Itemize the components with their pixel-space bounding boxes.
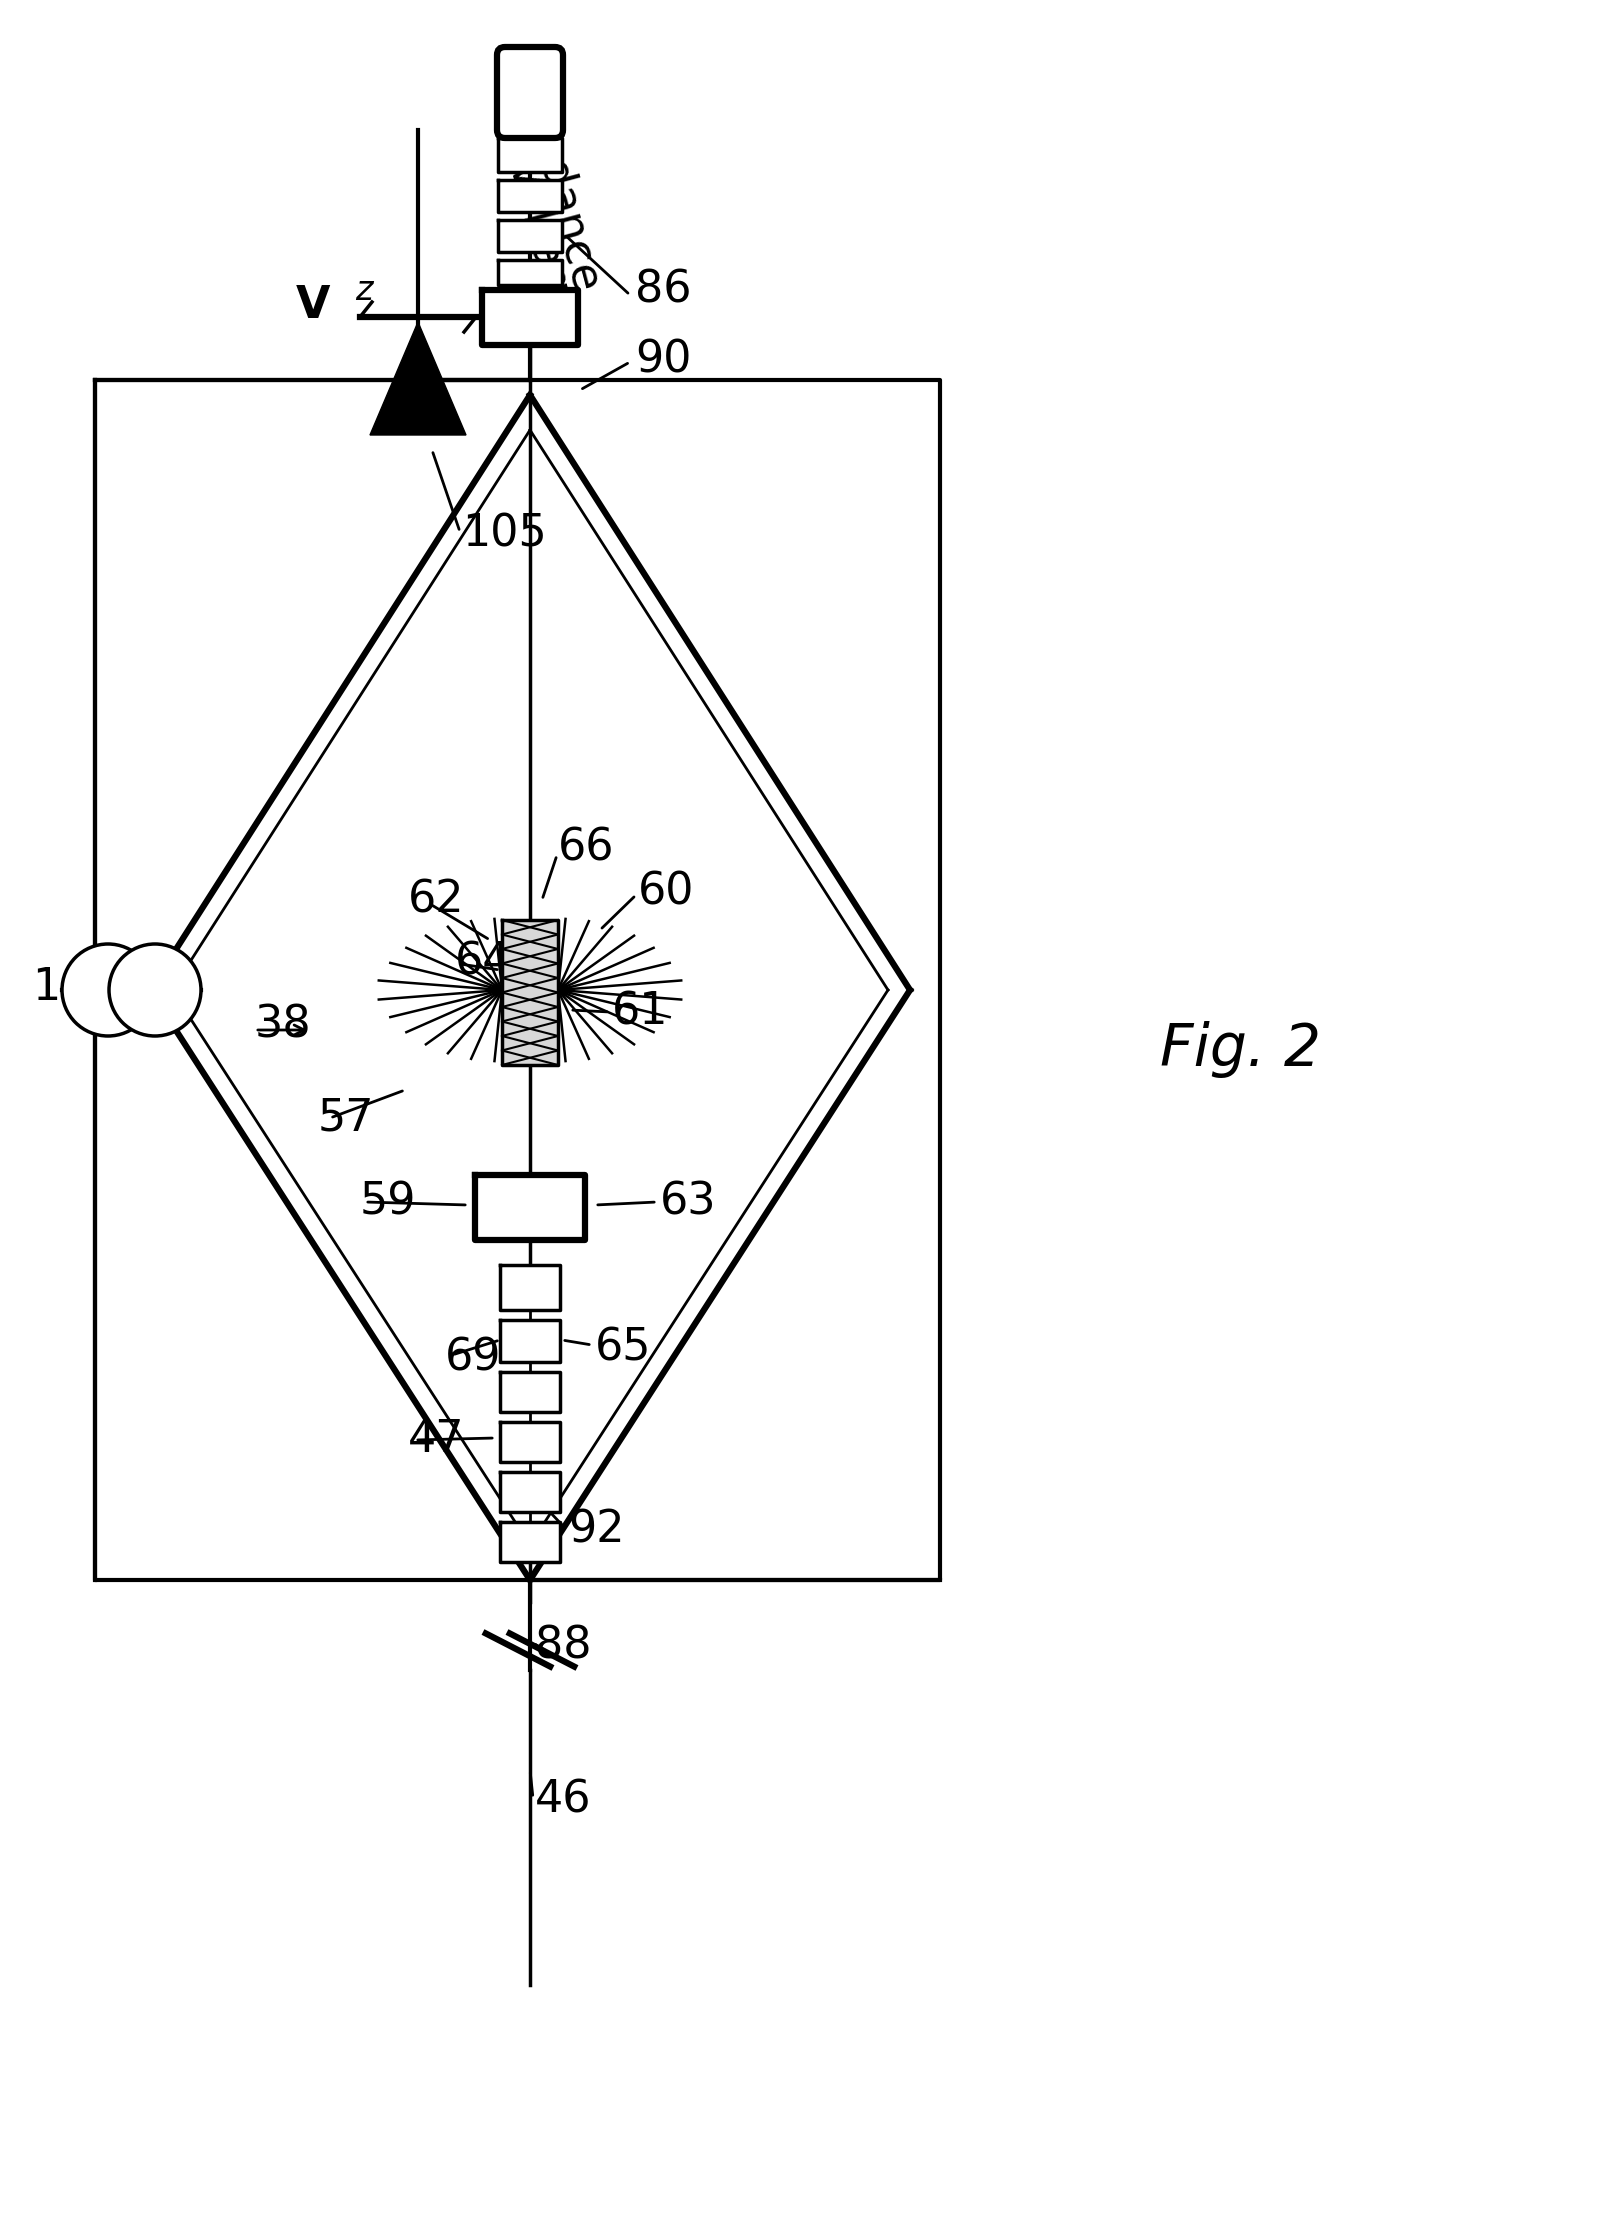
Text: 105: 105 <box>463 512 548 557</box>
Polygon shape <box>503 1021 559 1037</box>
Text: 47: 47 <box>408 1419 464 1462</box>
Text: 69: 69 <box>445 1337 501 1379</box>
Text: z: z <box>355 273 373 306</box>
Text: 59: 59 <box>360 1180 416 1223</box>
Polygon shape <box>475 1176 584 1240</box>
Polygon shape <box>500 1372 560 1413</box>
Polygon shape <box>500 1522 560 1562</box>
Polygon shape <box>500 1321 560 1361</box>
Polygon shape <box>503 963 559 979</box>
Text: 64: 64 <box>455 941 511 983</box>
Text: 65: 65 <box>596 1328 652 1370</box>
Text: 46: 46 <box>535 1779 591 1822</box>
Text: 66: 66 <box>559 827 615 869</box>
Text: V: V <box>296 284 330 326</box>
Polygon shape <box>503 921 559 934</box>
Text: 63: 63 <box>660 1180 717 1223</box>
Text: 61: 61 <box>612 990 669 1033</box>
Text: 67: 67 <box>508 990 565 1033</box>
Text: 107: 107 <box>32 966 117 1010</box>
Polygon shape <box>503 950 559 963</box>
Polygon shape <box>503 1037 559 1050</box>
Polygon shape <box>503 934 559 950</box>
Polygon shape <box>498 219 562 253</box>
FancyBboxPatch shape <box>496 47 564 139</box>
Text: 60: 60 <box>639 869 695 914</box>
Circle shape <box>62 943 154 1037</box>
Polygon shape <box>503 979 559 992</box>
Polygon shape <box>370 322 466 436</box>
Circle shape <box>109 943 202 1037</box>
Text: 57: 57 <box>319 1097 375 1140</box>
Polygon shape <box>500 1421 560 1462</box>
Text: 90: 90 <box>636 337 692 382</box>
Text: Impedance: Impedance <box>500 49 605 299</box>
Polygon shape <box>498 139 562 172</box>
Polygon shape <box>482 291 578 344</box>
Text: 86: 86 <box>636 268 692 311</box>
Polygon shape <box>498 259 562 286</box>
Text: 38: 38 <box>255 1004 312 1046</box>
Text: Voltage: Voltage <box>500 154 584 326</box>
Text: 92: 92 <box>568 1509 624 1551</box>
Polygon shape <box>498 181 562 212</box>
Polygon shape <box>503 992 559 1008</box>
Text: Fig. 2: Fig. 2 <box>1161 1021 1321 1080</box>
Polygon shape <box>500 1473 560 1513</box>
Polygon shape <box>503 1008 559 1021</box>
Polygon shape <box>503 1050 559 1066</box>
Text: 88: 88 <box>535 1625 591 1667</box>
Text: 62: 62 <box>408 878 464 921</box>
Polygon shape <box>500 1265 560 1310</box>
